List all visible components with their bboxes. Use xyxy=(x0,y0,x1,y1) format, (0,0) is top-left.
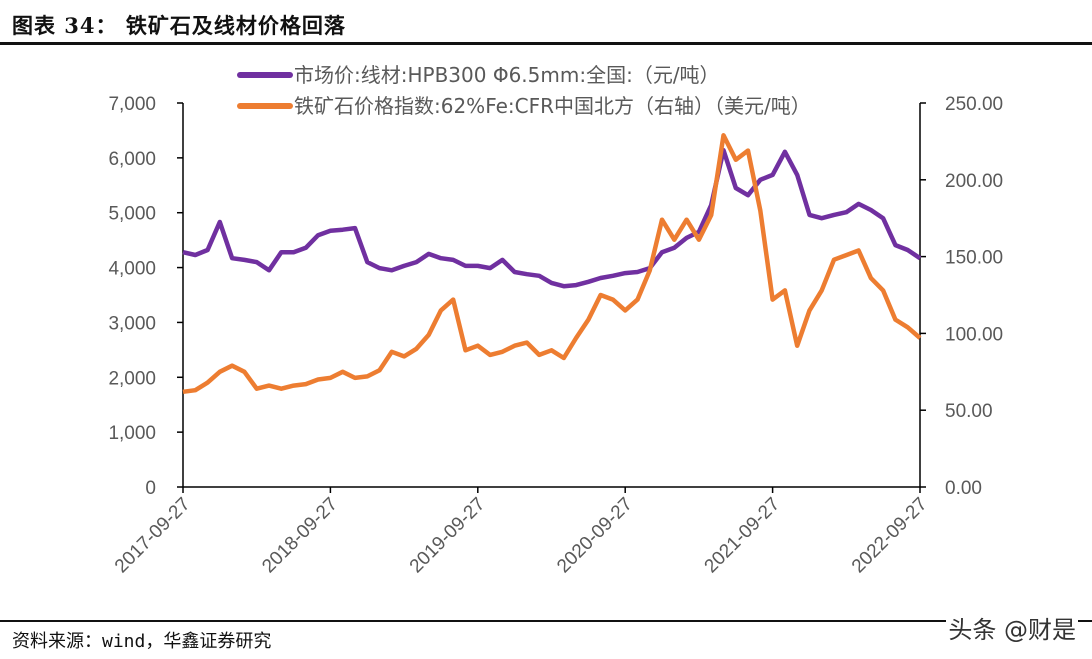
left-tick-label: 1,000 xyxy=(108,423,156,444)
right-tick-label: 250.00 xyxy=(945,94,1003,115)
x-tick-label: 2021-09-27 xyxy=(701,494,785,578)
left-tick-label: 0 xyxy=(145,478,156,499)
figure-title: 图表 34： 铁矿石及线材价格回落 xyxy=(12,13,346,38)
series-line-iron-ore xyxy=(182,133,922,395)
series-line-wire-rod xyxy=(182,147,922,289)
legend-label-wire-rod: 市场价:线材:HPB300 Φ6.5mm:全国:（元/吨） xyxy=(294,63,720,87)
right-tick-label: 0.00 xyxy=(945,478,982,499)
x-tick-label: 2019-09-27 xyxy=(406,494,490,578)
right-tick-label: 100.00 xyxy=(945,324,1003,345)
x-tick-label: 2017-09-27 xyxy=(111,494,195,578)
left-tick-label: 5,000 xyxy=(108,204,156,225)
left-tick-label: 7,000 xyxy=(108,94,156,115)
title-divider xyxy=(0,42,1092,45)
right-tick-label: 150.00 xyxy=(945,248,1003,269)
left-tick-label: 3,000 xyxy=(108,313,156,334)
right-tick-label: 50.00 xyxy=(945,401,993,422)
right-tick-label: 200.00 xyxy=(945,171,1003,192)
left-tick-label: 2,000 xyxy=(108,368,156,389)
footer-divider xyxy=(0,620,1092,622)
left-tick-label: 6,000 xyxy=(108,149,156,170)
left-tick-label: 4,000 xyxy=(108,259,156,280)
legend-label-iron-ore: 铁矿石价格指数:62%Fe:CFR中国北方（右轴）（美元/吨） xyxy=(294,94,811,118)
x-tick-label: 2022-09-27 xyxy=(848,494,932,578)
x-tick-label: 2020-09-27 xyxy=(553,494,637,578)
watermark: 头条 @财是 xyxy=(946,610,1078,645)
source-note: 资料来源：wind，华鑫证券研究 xyxy=(12,631,272,652)
x-tick-label: 2018-09-27 xyxy=(258,494,342,578)
